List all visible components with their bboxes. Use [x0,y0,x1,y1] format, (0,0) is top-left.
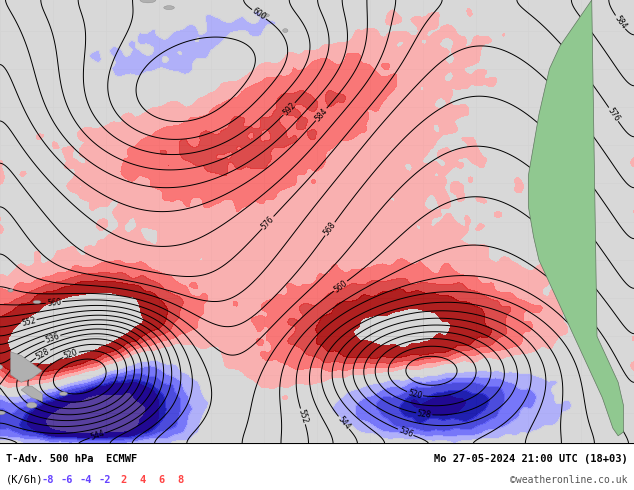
Text: 536: 536 [44,331,61,344]
Text: -8: -8 [41,475,54,485]
Text: 576: 576 [259,214,276,231]
Text: 584: 584 [313,106,330,123]
Text: 560: 560 [332,278,349,294]
Ellipse shape [140,0,156,3]
Text: 544: 544 [335,414,352,431]
Text: 560: 560 [46,297,61,308]
Ellipse shape [0,365,3,369]
Text: 544: 544 [89,429,106,442]
Ellipse shape [0,411,5,415]
Text: 6: 6 [158,475,165,485]
Text: ©weatheronline.co.uk: ©weatheronline.co.uk [510,475,628,485]
Text: 2: 2 [120,475,127,485]
Text: 528: 528 [417,409,432,419]
Polygon shape [11,352,42,382]
Text: 568: 568 [322,220,338,237]
Text: 584: 584 [612,14,628,31]
Text: -2: -2 [98,475,111,485]
Ellipse shape [60,392,67,395]
Ellipse shape [33,300,41,303]
Text: T-Adv. 500 hPa  ECMWF: T-Adv. 500 hPa ECMWF [6,454,138,464]
Text: 4: 4 [139,475,146,485]
Text: 8: 8 [178,475,184,485]
Polygon shape [528,0,623,436]
Text: 576: 576 [605,106,621,123]
Polygon shape [21,386,42,401]
Text: 528: 528 [34,346,51,361]
Text: 600: 600 [250,6,268,22]
Ellipse shape [27,402,37,408]
Text: -6: -6 [60,475,73,485]
Text: 536: 536 [397,425,414,439]
Text: 592: 592 [281,100,297,117]
Text: 520: 520 [63,348,79,361]
Ellipse shape [259,13,269,17]
Text: (K/6h): (K/6h) [6,475,44,485]
Ellipse shape [164,6,174,10]
Ellipse shape [8,289,13,292]
Text: 552: 552 [297,408,309,425]
Text: 552: 552 [20,316,37,327]
Text: Mo 27-05-2024 21:00 UTC (18+03): Mo 27-05-2024 21:00 UTC (18+03) [434,454,628,464]
Ellipse shape [283,29,288,32]
Text: -4: -4 [79,475,92,485]
Text: 520: 520 [407,388,423,400]
